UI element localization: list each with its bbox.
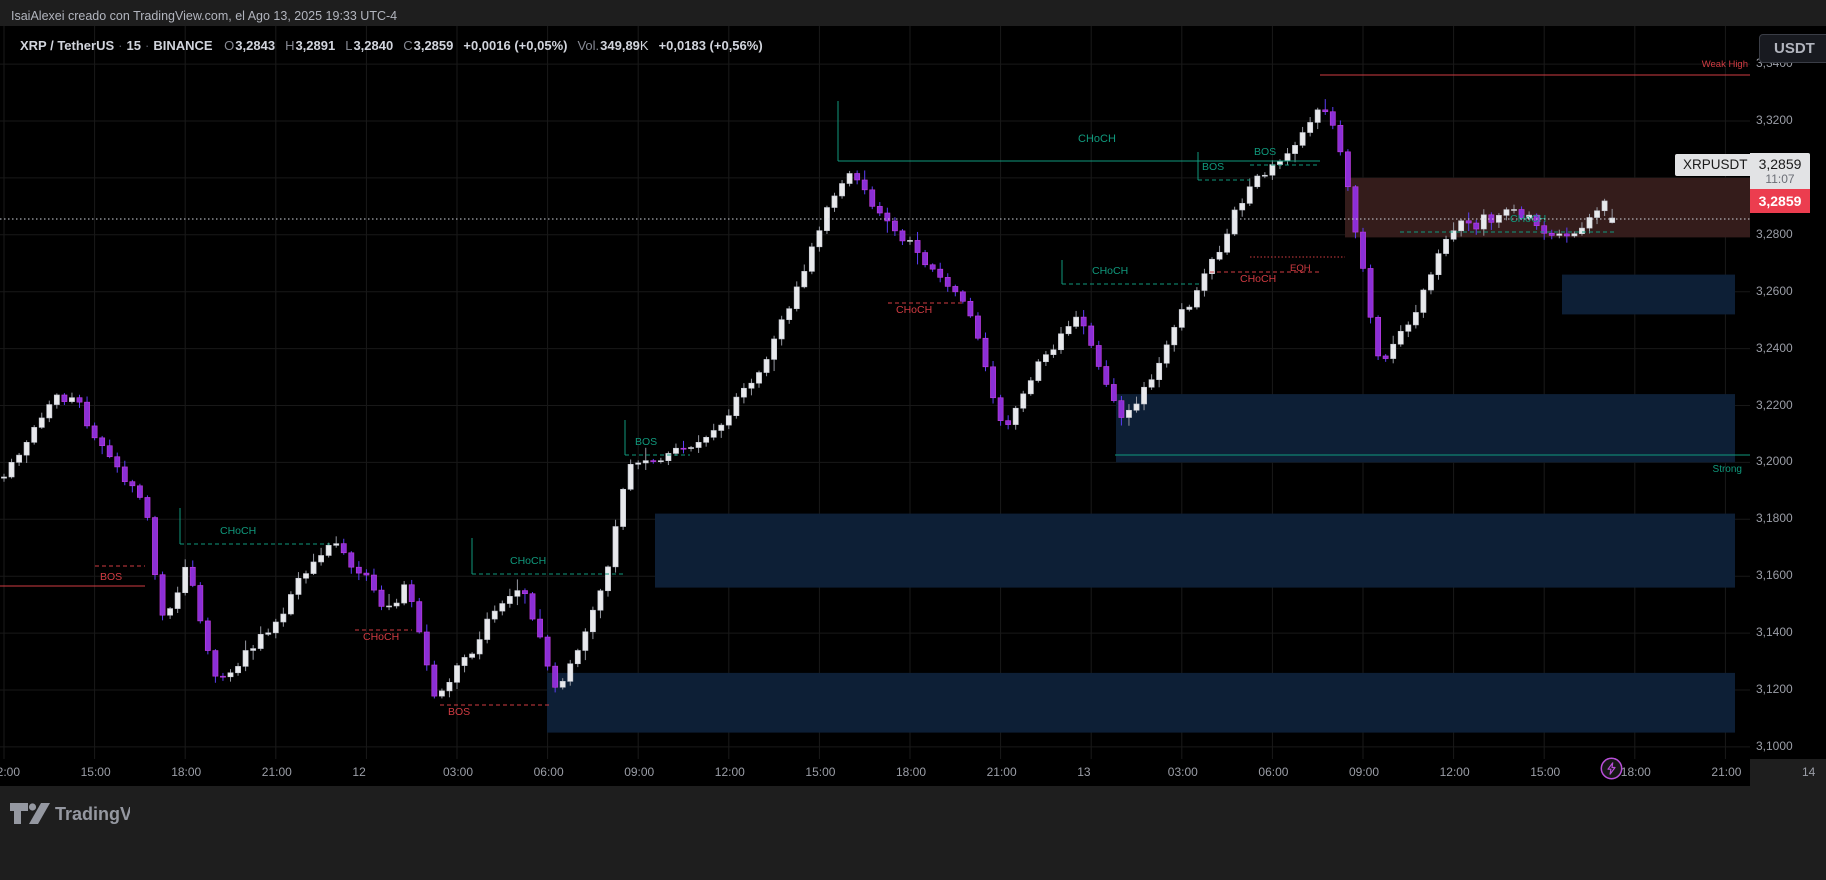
svg-text:Strong: Strong	[1713, 464, 1742, 475]
svg-text:TradingView: TradingView	[55, 804, 130, 824]
svg-text:CHoCH: CHoCH	[1240, 273, 1276, 285]
svg-text:CHoCH: CHoCH	[896, 304, 932, 316]
svg-text:BOS: BOS	[1202, 161, 1224, 173]
svg-text:CHoCH: CHoCH	[363, 631, 399, 643]
svg-text:CHoCH: CHoCH	[220, 525, 256, 537]
svg-text:EQH: EQH	[1290, 263, 1311, 274]
svg-text:BOS: BOS	[448, 706, 470, 718]
svg-text:BOS: BOS	[100, 571, 122, 583]
svg-text:CHoCH: CHoCH	[1078, 133, 1116, 145]
svg-text:Weak High: Weak High	[1702, 59, 1748, 70]
svg-text:CHoCH: CHoCH	[510, 555, 546, 567]
svg-text:CHoCH: CHoCH	[1092, 265, 1128, 277]
svg-text:BOS: BOS	[635, 436, 657, 448]
svg-text:BOS: BOS	[1254, 146, 1276, 158]
